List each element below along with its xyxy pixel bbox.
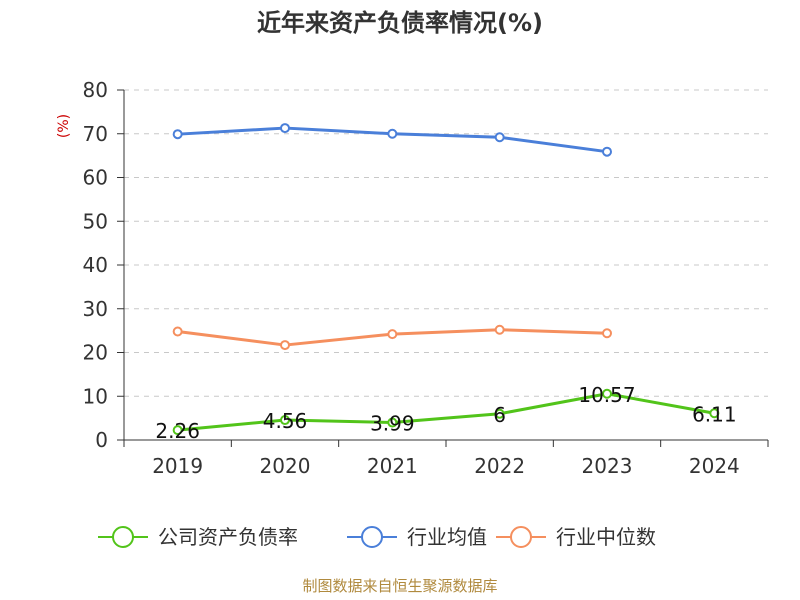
data-label: 3.99 [370,412,415,436]
y-tick-label: 0 [95,428,108,452]
data-point[interactable] [387,417,398,428]
data-point[interactable] [494,324,505,335]
data-labels: 2.26 4.56 3.99 6 10.57 6.11 [155,383,736,443]
data-point[interactable] [387,329,398,340]
data-point[interactable] [602,328,612,339]
chart-title: 近年来资产负债率情况(%) [257,9,543,37]
data-point[interactable] [709,408,720,419]
y-tick-label: 60 [83,166,108,190]
data-point[interactable] [172,326,183,337]
legend[interactable]: 公司资产负债率 行业均值 行业中位数 [98,525,656,549]
legend-label: 行业中位数 [556,525,656,549]
data-point[interactable] [387,128,398,139]
data-point[interactable] [172,425,183,436]
data-label: 10.57 [578,383,635,407]
data-point[interactable] [280,415,290,426]
legend-label: 公司资产负债率 [158,525,298,549]
data-point[interactable] [494,132,505,143]
grid-lines [124,89,768,397]
series-line-0 [177,392,715,432]
data-point[interactable] [280,340,290,351]
data-point[interactable] [172,129,183,140]
y-tick-label: 10 [83,384,108,408]
x-tick-label: 2023 [582,454,633,478]
legend-label: 行业均值 [407,525,487,549]
data-point[interactable] [494,408,505,419]
data-point[interactable] [602,146,612,157]
data-point[interactable] [602,388,612,399]
y-tick-label: 30 [83,297,108,321]
data-label: 6.11 [692,402,737,426]
y-tick-label: 50 [83,209,108,233]
legend-item-2[interactable]: 行业中位数 [496,525,656,549]
x-tick-label: 2021 [367,454,418,478]
legend-item-1[interactable]: 行业均值 [347,525,487,549]
legend-marker [112,526,134,548]
legend-marker [510,526,532,548]
x-tick-label: 2019 [152,454,203,478]
y-tick-label: 40 [83,253,108,277]
series-layer [172,123,720,436]
axes: 0 10 20 30 40 50 60 70 80 2019 2020 2021 2022 2023 202… [83,78,769,478]
data-label: 6 [493,403,506,427]
legend-item-0[interactable]: 公司资产负债率 [98,525,298,549]
y-tick-label: 80 [83,78,108,102]
legend-marker [361,526,383,548]
data-point[interactable] [280,123,290,134]
source-note: 制图数据来自恒生聚源数据库 [302,577,497,595]
x-tick-label: 2022 [474,454,525,478]
x-tick-label: 2020 [260,454,311,478]
data-label: 2.26 [155,419,200,443]
y-axis-unit: (%) [56,114,72,138]
y-tick-label: 70 [83,122,108,146]
y-tick-label: 20 [83,341,108,365]
x-tick-label: 2024 [689,454,740,478]
data-label: 4.56 [263,409,308,433]
